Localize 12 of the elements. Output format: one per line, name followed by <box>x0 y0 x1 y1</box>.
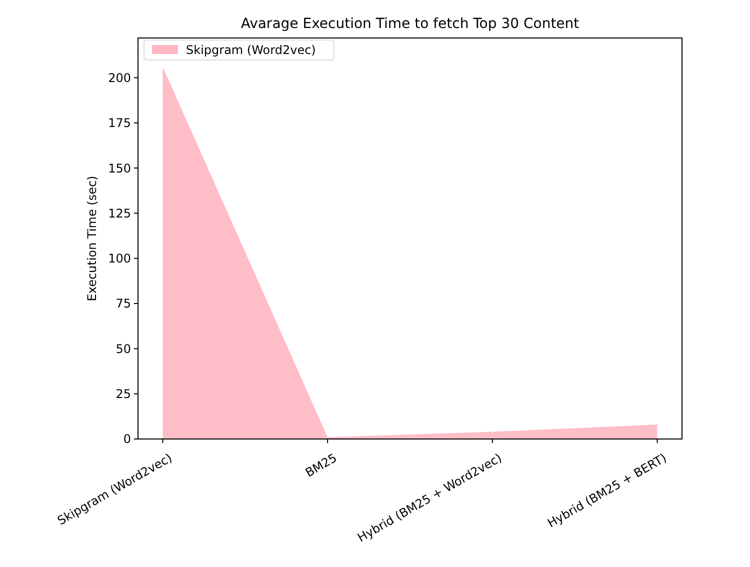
y-tick-label: 125 <box>108 206 131 220</box>
y-tick-label: 50 <box>116 342 131 356</box>
y-tick-label: 25 <box>116 387 131 402</box>
y-tick-label: 175 <box>108 116 131 130</box>
y-tick-label: 75 <box>116 296 131 311</box>
y-tick-label: 150 <box>108 161 131 176</box>
legend-label: Skipgram (Word2vec) <box>186 43 316 58</box>
y-axis-title: Execution Time (sec) <box>85 176 99 302</box>
y-tick-label: 100 <box>108 252 131 266</box>
y-tick-label: 200 <box>108 70 131 85</box>
y-tick-label: 0 <box>123 432 131 446</box>
chart-title: Avarage Execution Time to fetch Top 30 Content <box>240 16 580 32</box>
